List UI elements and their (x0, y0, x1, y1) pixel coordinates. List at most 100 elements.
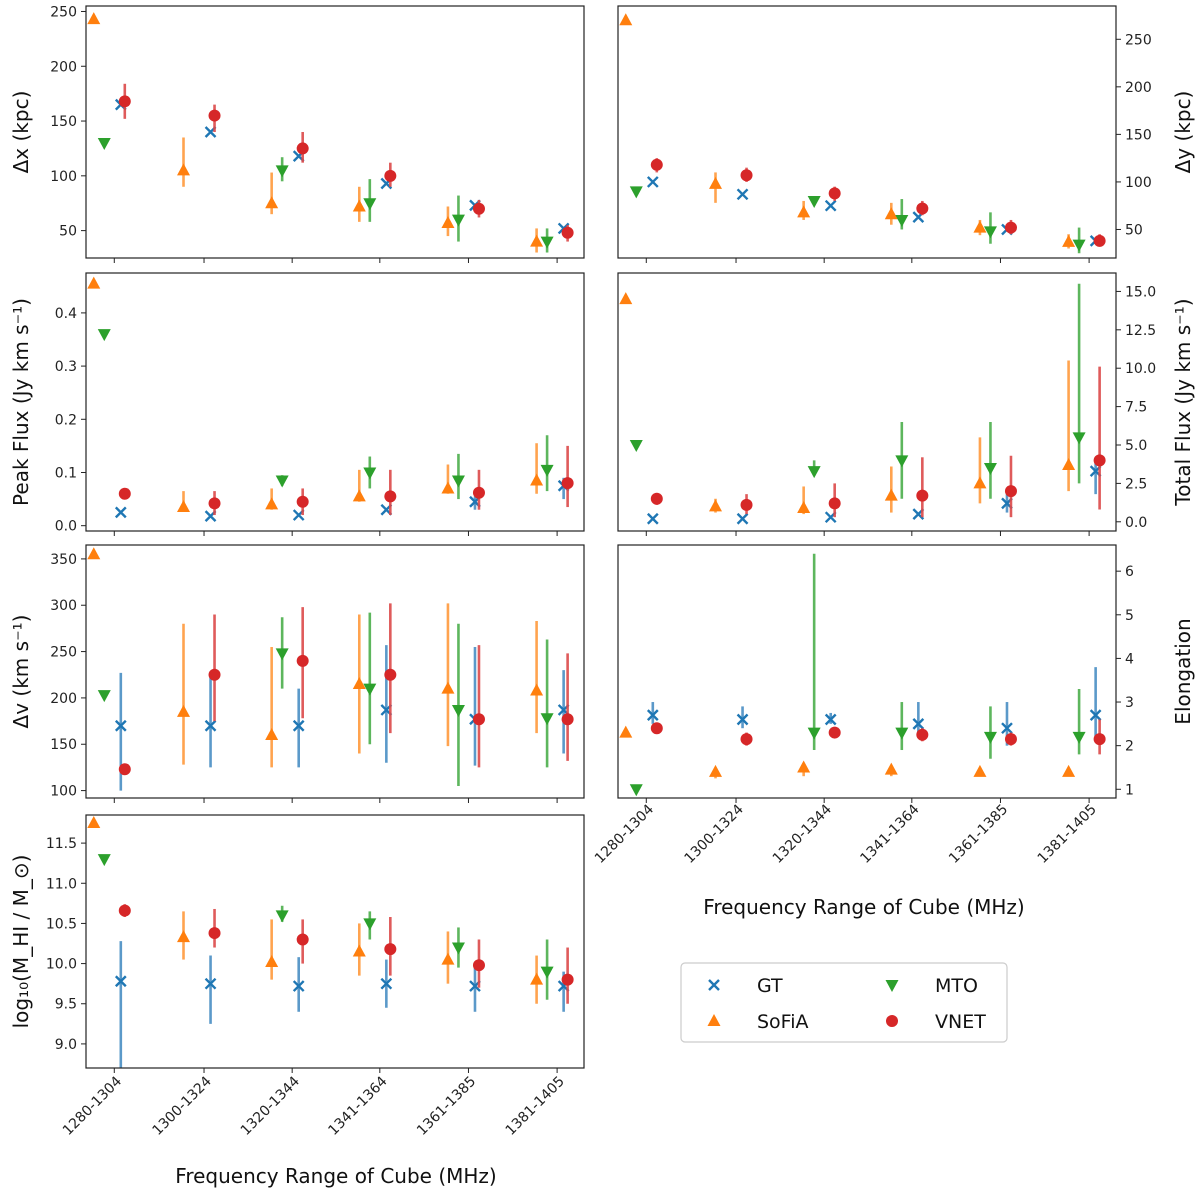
data-point-gt (736, 713, 749, 726)
data-point-sofia (709, 499, 723, 512)
x-tick-label: 1320-1344 (770, 801, 835, 866)
y-tick-label: 150 (50, 114, 77, 130)
data-point-sofia (441, 215, 455, 228)
data-point-mto (97, 690, 111, 703)
data-point-sofia (709, 764, 723, 777)
data-point-mto (895, 214, 909, 227)
data-point-mto (97, 854, 111, 867)
data-point-mto (275, 165, 289, 178)
y-tick-label: 5.0 (1125, 438, 1147, 454)
series-mto (97, 329, 554, 500)
data-point-gt (646, 176, 659, 188)
data-point-sofia (352, 944, 366, 957)
data-point-vnet (472, 959, 485, 972)
legend-item-vnet: VNET (886, 1011, 986, 1033)
y-tick-label: 15.0 (1125, 284, 1156, 300)
data-point-gt (736, 512, 749, 525)
series-vnet (118, 83, 574, 242)
data-point-mto (451, 704, 465, 717)
data-point-sofia (265, 954, 279, 967)
data-point-vnet (1004, 485, 1017, 498)
data-point-vnet (828, 497, 841, 510)
data-point-vnet (208, 927, 221, 940)
x-tick-label: 1341-1364 (857, 801, 922, 866)
series-vnet (650, 366, 1106, 518)
data-point-sofia (441, 481, 455, 494)
y-tick-label: 250 (50, 4, 77, 20)
data-point-mto (983, 731, 997, 744)
data-point-sofia (265, 727, 279, 740)
y-tick-label: 10.5 (46, 916, 77, 932)
data-point-vnet (561, 477, 574, 490)
x-tick-label: 1361-1385 (414, 1074, 479, 1139)
data-point-mto (895, 727, 909, 740)
panel-dy: 50 100 150 200 250 Δy (kpc) (617, 5, 1195, 263)
legend-label: MTO (935, 975, 978, 997)
data-point-vnet (296, 654, 309, 667)
data-point-sofia (709, 176, 723, 189)
data-point-mto (451, 942, 465, 955)
data-point-sofia (352, 199, 366, 212)
y-axis-label: Δx (kpc) (9, 91, 33, 174)
data-point-gt (824, 199, 837, 212)
data-point-sofia (1062, 457, 1076, 470)
y-tick-label: 100 (50, 784, 77, 800)
series-vnet (650, 719, 1106, 755)
data-point-sofia (265, 196, 279, 209)
data-point-gt (646, 709, 659, 721)
series-sofia (619, 292, 1076, 515)
x-tick-label: 1300-1324 (682, 801, 747, 866)
data-point-mto (451, 475, 465, 488)
x-tick-label: 1361-1385 (946, 802, 1011, 867)
data-point-mto (807, 195, 821, 208)
data-point-sofia (352, 489, 366, 502)
data-point-sofia (973, 220, 987, 233)
data-point-vnet (472, 486, 485, 499)
data-point-sofia (87, 547, 101, 560)
data-point-vnet (208, 497, 221, 510)
x-tick-label: 1280-1304 (592, 801, 657, 866)
data-point-vnet (916, 728, 929, 741)
legend-item-gt: GT (708, 975, 783, 997)
y-tick-label: 0.4 (55, 306, 77, 322)
panel-peak: 0.0 0.1 0.2 0.3 0.4 Peak Flux (Jy km s⁻¹) (9, 272, 585, 536)
plot-frame (617, 544, 1117, 799)
y-tick-label: 10.0 (46, 957, 77, 973)
y-tick-label: 250 (50, 645, 77, 661)
data-point-vnet (296, 495, 309, 508)
data-point-sofia (884, 207, 898, 220)
data-point-sofia (1062, 234, 1076, 247)
series-mto (97, 137, 554, 253)
y-tick-label: 0.3 (55, 359, 77, 375)
y-tick-label: 150 (1125, 127, 1152, 143)
y-tick-label: 50 (59, 224, 77, 240)
plot-frame (617, 5, 1117, 259)
legend-label: SoFiA (757, 1011, 809, 1033)
data-point-mto (983, 226, 997, 239)
series-sofia (619, 725, 1076, 779)
y-tick-label: 11.5 (46, 836, 77, 852)
y-tick-label: 0.1 (55, 465, 77, 481)
series-vnet (118, 445, 574, 516)
y-tick-label: 100 (1125, 175, 1152, 191)
y-tick-label: 9.5 (55, 997, 77, 1013)
data-point-vnet (916, 489, 929, 502)
data-point-gt (114, 719, 127, 732)
data-point-sofia (619, 292, 633, 305)
series-mto (629, 553, 1086, 797)
data-point-mto (983, 463, 997, 476)
data-point-vnet (650, 158, 663, 171)
x-tick-label: 1341-1364 (325, 1073, 390, 1138)
data-point-sofia (265, 497, 279, 510)
series-mto (629, 283, 1086, 499)
panel-mass: 9.0 9.5 10.0 10.5 11.0 11.5 log₁₀(M_HI / M_⊙) (9, 814, 585, 1073)
data-point-mto (363, 683, 377, 696)
data-point-gt (292, 980, 305, 992)
data-point-sofia (530, 683, 544, 696)
y-tick-label: 250 (1125, 32, 1152, 48)
data-point-gt (292, 719, 305, 732)
data-point-mto (451, 214, 465, 227)
y-tick-label: 2 (1125, 739, 1134, 755)
data-point-vnet (650, 492, 663, 505)
data-point-sofia (530, 972, 544, 985)
